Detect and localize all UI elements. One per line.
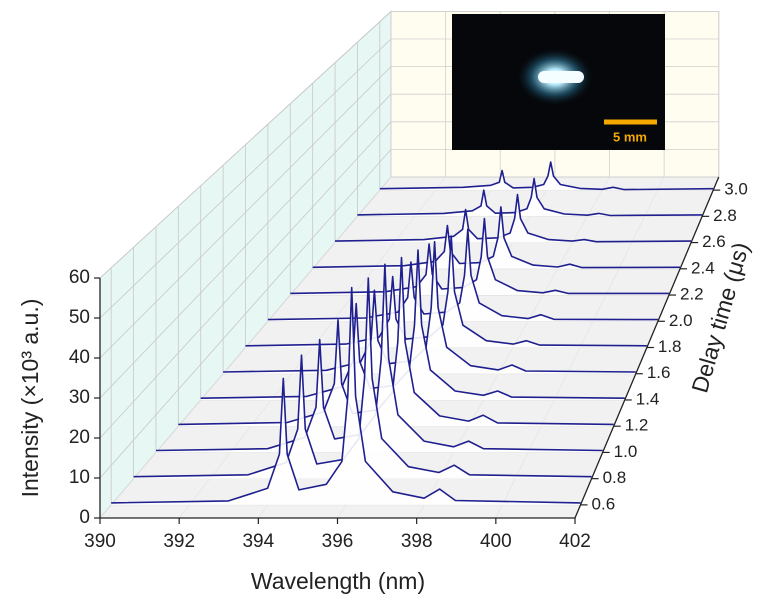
trace-fill <box>156 264 603 453</box>
x-tick-label: 396 <box>322 531 354 552</box>
z-tick-label: 3.0 <box>724 180 748 199</box>
x-axis-title: Wavelength (nm) <box>251 568 425 594</box>
z-tick-label: 2.6 <box>702 232 726 251</box>
trace-fill <box>245 236 647 348</box>
trace-fill <box>379 162 714 191</box>
trace-fill <box>111 287 581 505</box>
z-tick-label: 1.0 <box>614 442 638 461</box>
inset-photo: 5 mm <box>452 14 665 150</box>
x-tick-label: 400 <box>480 531 512 552</box>
z-tick-label: 1.4 <box>636 389 660 408</box>
x-tick-label: 402 <box>559 531 591 552</box>
y-tick-label: 30 <box>69 387 90 408</box>
z-tick-label: 1.6 <box>647 363 671 382</box>
trace-fill <box>357 178 703 217</box>
trace-fill <box>200 250 625 400</box>
x-tick-label: 392 <box>163 531 195 552</box>
x-tick-label: 398 <box>401 531 433 552</box>
spectrum-line <box>312 206 681 269</box>
y-tick-label: 0 <box>79 507 90 528</box>
z-tick-label: 0.8 <box>603 468 627 487</box>
x-tick-label: 394 <box>242 531 274 552</box>
z-tick-label: 0.6 <box>592 494 616 513</box>
y-tick-label: 40 <box>69 347 90 368</box>
spectrum-line <box>267 228 658 321</box>
spectrum-line <box>357 177 703 217</box>
trace-fill <box>178 257 614 427</box>
trace-fill <box>290 218 669 295</box>
spectrum-line <box>334 193 692 243</box>
spectrum-line <box>133 277 592 478</box>
y-tick-label: 20 <box>69 427 90 448</box>
trace-fill <box>223 241 636 374</box>
y-tick-label: 60 <box>69 267 90 288</box>
trace-fill <box>267 229 658 322</box>
y-axis-title: Intensity (×10³ a.u.) <box>17 299 43 498</box>
spectrum-line <box>155 263 603 452</box>
x-tick-label: 390 <box>84 531 116 552</box>
y-tick-label: 10 <box>69 467 90 488</box>
z-tick-label: 2.0 <box>669 311 693 330</box>
z-tick-label: 1.8 <box>658 337 682 356</box>
scale-label: 5 mm <box>613 129 647 144</box>
plasma-core <box>538 71 584 83</box>
trace-fill <box>312 206 680 269</box>
spectrum-line <box>111 286 581 504</box>
z-tick-label: 1.2 <box>625 416 649 435</box>
z-tick-label: 2.8 <box>713 206 737 225</box>
spectrum-line <box>178 256 614 426</box>
z-tick-label: 2.2 <box>680 285 704 304</box>
spectrum-line <box>379 161 714 191</box>
trace-fill <box>335 194 692 243</box>
z-tick-label: 2.4 <box>691 258 715 277</box>
y-tick-label: 50 <box>69 307 90 328</box>
spectrum-line <box>290 217 669 295</box>
